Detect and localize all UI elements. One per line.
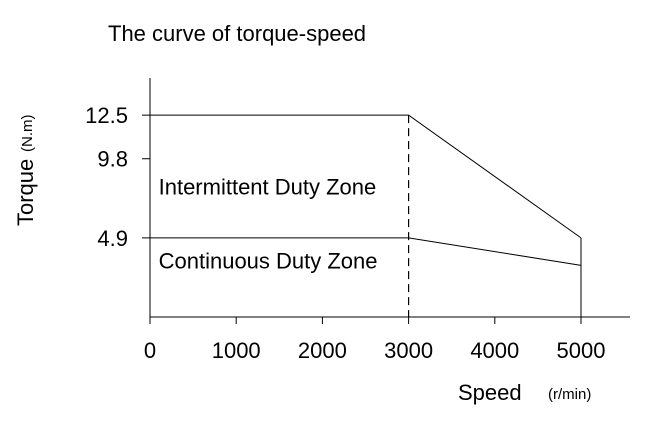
y-axis-title: Torque (N.m) — [13, 115, 38, 227]
intermittent-duty-zone-label: Intermittent Duty Zone — [159, 174, 377, 199]
plot-layer: 0 1000 2000 3000 4000 5000 4.9 9.8 12.5 Intermitt… — [85, 78, 630, 363]
y-tick-label: 12.5 — [85, 103, 128, 128]
y-axis-label: Torque — [13, 159, 38, 226]
continuous-torque-curve — [150, 237, 582, 266]
chart-title: The curve of torque-speed — [108, 21, 366, 46]
x-axis-unit: (r/min) — [548, 386, 591, 403]
x-tick-label: 2000 — [298, 338, 347, 363]
x-tick-label: 3000 — [384, 338, 433, 363]
x-axis-label: Speed — [458, 380, 522, 405]
x-tick-label: 1000 — [212, 338, 261, 363]
x-tick-label: 0 — [144, 338, 156, 363]
intermittent-torque-curve — [150, 114, 582, 239]
y-tick-label: 9.8 — [97, 147, 128, 172]
continuous-duty-zone-label: Continuous Duty Zone — [159, 249, 378, 274]
x-tick-label: 4000 — [470, 338, 519, 363]
y-tick-label: 4.9 — [97, 226, 128, 251]
y-axis-unit: (N.m) — [19, 115, 36, 153]
x-tick-label: 5000 — [557, 338, 606, 363]
